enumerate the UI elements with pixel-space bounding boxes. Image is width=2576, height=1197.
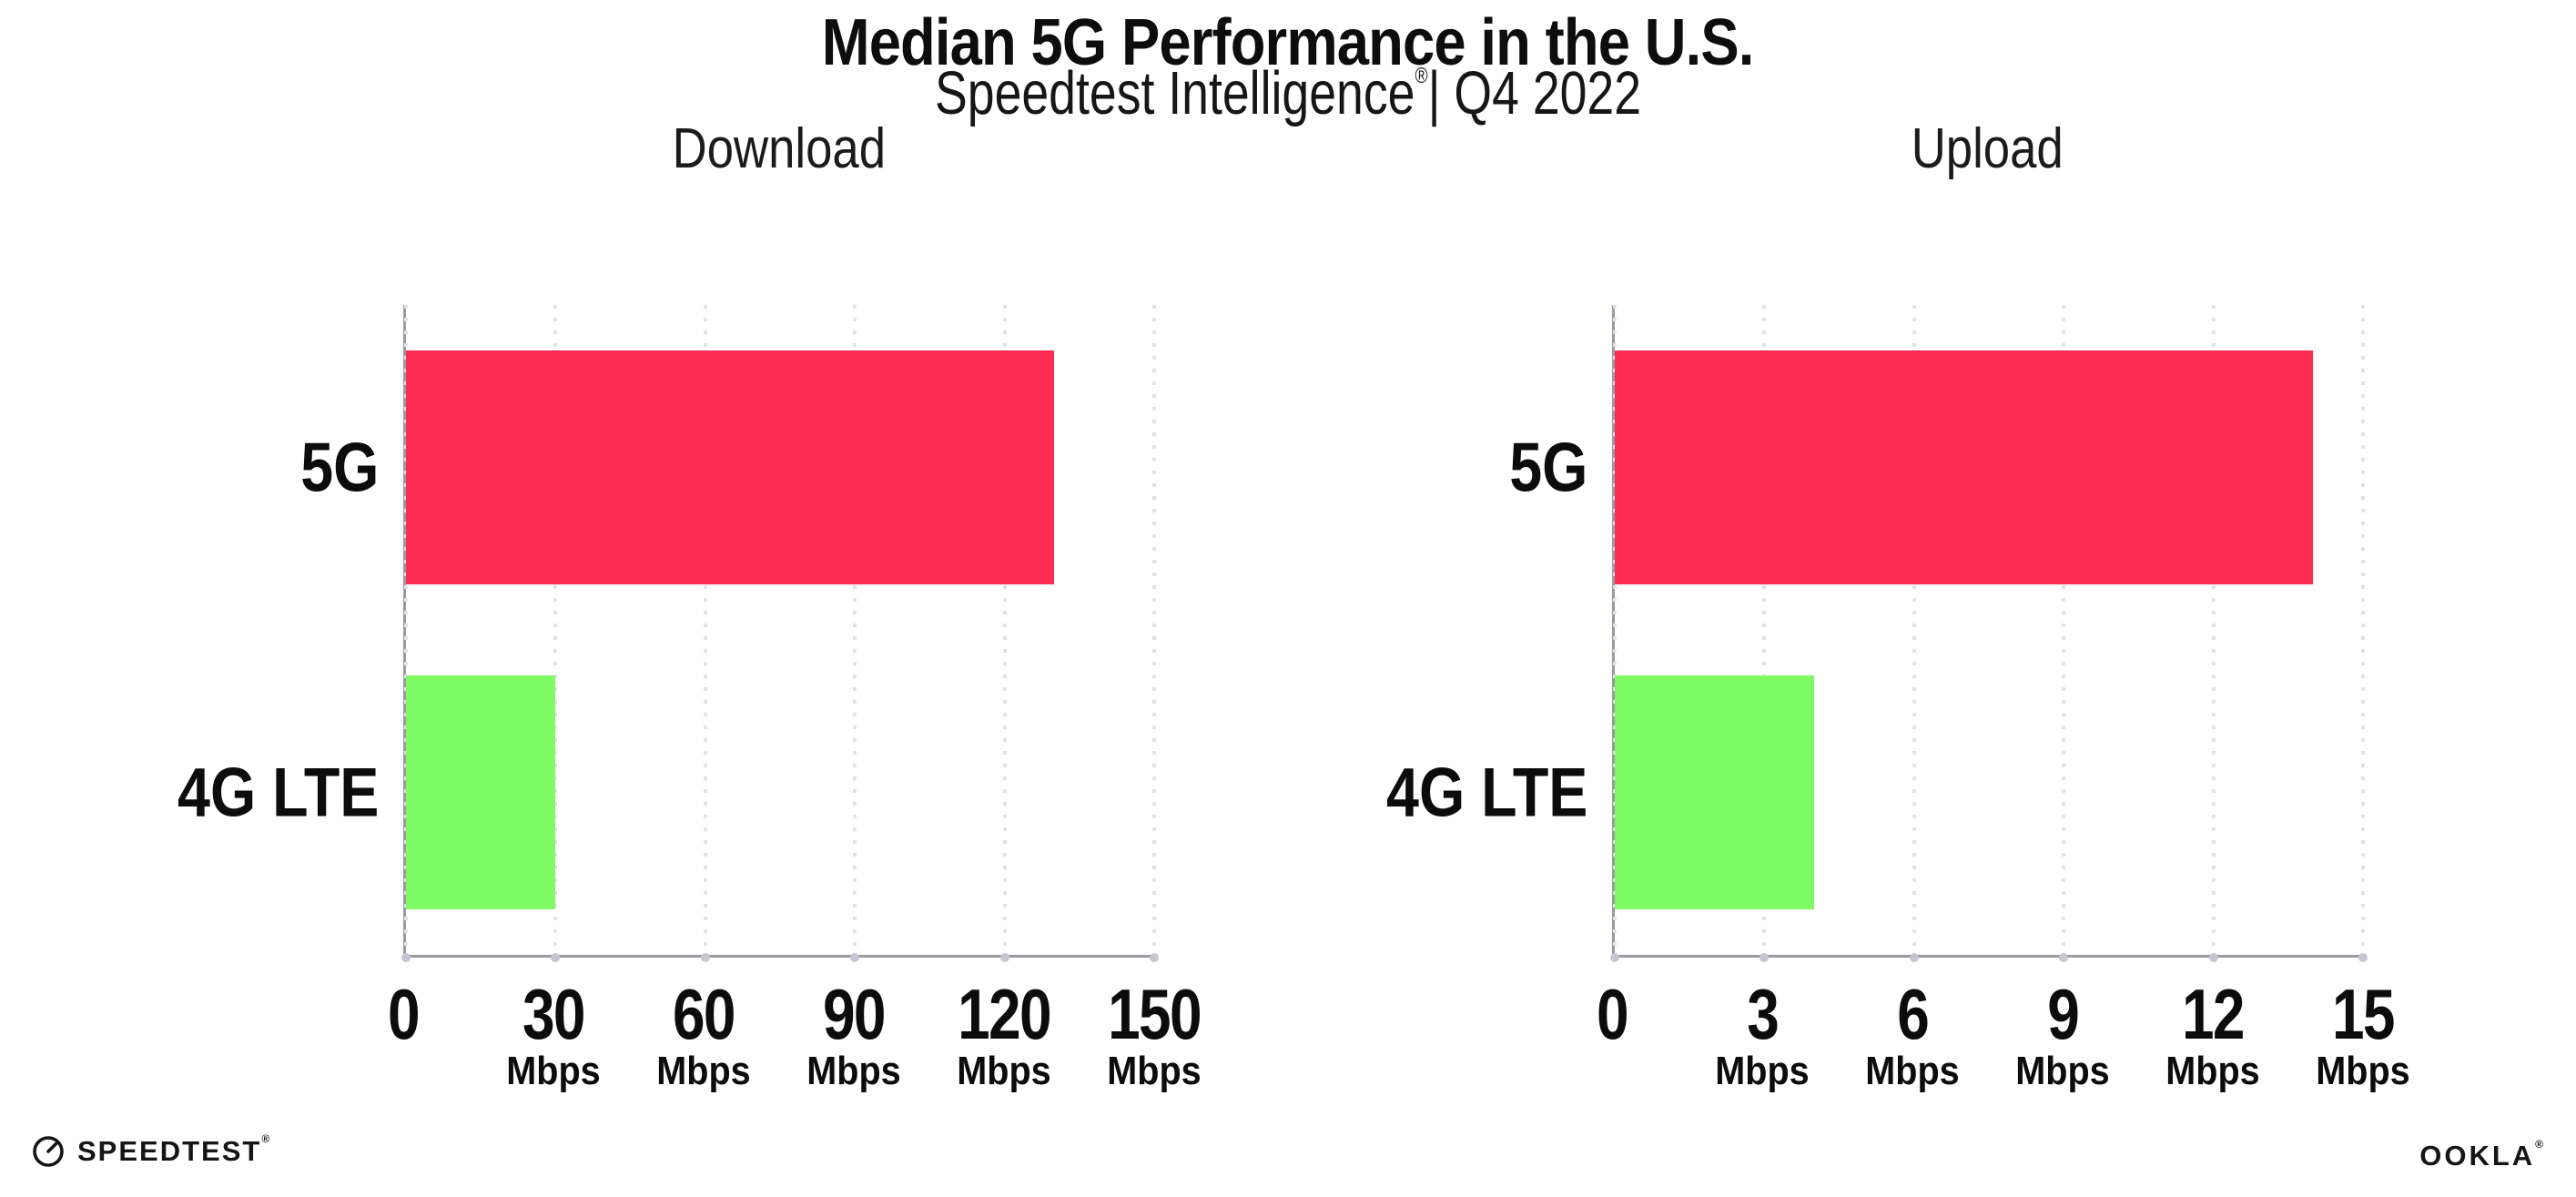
bar-5g xyxy=(406,350,1055,584)
axis-tick-dot xyxy=(1610,953,1619,962)
x-tick: 3 Mbps xyxy=(1710,974,1815,1093)
x-axis-ticks: 0 30 Mbps 60 Mbps 90 Mbps 120 Mbps 150 Mbps xyxy=(388,974,1202,1109)
x-tick: 150 Mbps xyxy=(1098,974,1211,1093)
gridline xyxy=(553,305,558,955)
x-tick: 12 Mbps xyxy=(2161,974,2266,1093)
x-tick-value: 0 xyxy=(388,974,421,1054)
x-tick-value: 90 xyxy=(823,974,887,1054)
axis-tick-dot xyxy=(1150,953,1159,962)
title-row: Median 5G Performance in the U.S. xyxy=(0,5,2576,80)
category-label: 4G LTE xyxy=(177,754,379,831)
speedtest-wordmark: SPEEDTEST ® xyxy=(77,1132,270,1168)
x-tick-unit: Mbps xyxy=(806,1049,901,1093)
axis-tick-dot xyxy=(1909,953,1919,962)
ookla-mark: ® xyxy=(2535,1138,2543,1151)
x-tick: 90 Mbps xyxy=(802,974,907,1093)
x-tick-value: 0 xyxy=(1597,974,1629,1054)
upload-chart: Upload 5G 4G LTE 0 3 Mbps 6 Mbps 9 Mbps 12 Mbps 15… xyxy=(1386,0,2410,1197)
x-axis-ticks: 0 3 Mbps 6 Mbps 9 Mbps 12 Mbps 15 Mbps xyxy=(1597,974,2410,1109)
gridline xyxy=(2062,305,2066,955)
x-tick-value: 30 xyxy=(522,974,586,1054)
axis-tick-dot xyxy=(2358,953,2368,962)
axis-tick-dot xyxy=(700,953,710,962)
x-tick: 120 Mbps xyxy=(948,974,1060,1093)
gridline xyxy=(1912,305,1916,955)
x-tick-value: 12 xyxy=(2182,974,2246,1054)
x-tick-value: 60 xyxy=(673,974,736,1054)
x-tick-unit: Mbps xyxy=(2165,1049,2260,1093)
download-chart: Download 5G 4G LTE 0 30 Mbps 60 Mbps 90 Mbps 120… xyxy=(177,0,1202,1197)
x-tick-unit: Mbps xyxy=(1865,1049,1960,1093)
x-tick: 0 xyxy=(1593,974,1630,1054)
x-tick: 9 Mbps xyxy=(2011,974,2115,1093)
x-tick-value: 150 xyxy=(1108,974,1202,1054)
x-tick-unit: Mbps xyxy=(1107,1049,1202,1093)
speedtest-logo: SPEEDTEST ® xyxy=(30,1132,270,1170)
axis-tick-dot xyxy=(401,953,411,962)
gridline xyxy=(1002,305,1007,955)
x-tick-value: 120 xyxy=(958,974,1051,1054)
gridline xyxy=(1152,305,1156,955)
gridline xyxy=(703,305,707,955)
category-label: 4G LTE xyxy=(1385,754,1587,831)
ookla-logo: OOKLA ® xyxy=(2419,1138,2543,1172)
chart-title: Download xyxy=(672,117,886,180)
x-tick-unit: Mbps xyxy=(1715,1049,1810,1093)
x-tick-unit: Mbps xyxy=(656,1049,751,1093)
x-tick-value: 15 xyxy=(2332,974,2396,1054)
bar-5g xyxy=(1615,350,2314,584)
x-tick-value: 6 xyxy=(1897,974,1930,1054)
subtitle-row: Speedtest Intelligence ® | Q4 2022 xyxy=(0,58,2576,128)
category-label: 5G xyxy=(1508,429,1587,506)
x-tick: 30 Mbps xyxy=(502,974,606,1093)
x-tick-unit: Mbps xyxy=(2015,1049,2110,1093)
gridline xyxy=(853,305,857,955)
x-tick: 6 Mbps xyxy=(1861,974,1965,1093)
x-tick-value: 3 xyxy=(1747,974,1780,1054)
gridline xyxy=(1613,305,1617,955)
axis-tick-dot xyxy=(2208,953,2218,962)
gridline xyxy=(1762,305,1767,955)
bar-4g-lte xyxy=(406,675,556,909)
chart-title: Upload xyxy=(1911,117,2064,180)
gridline xyxy=(404,305,408,955)
axis-tick-dot xyxy=(999,953,1009,962)
speedtest-label: SPEEDTEST xyxy=(77,1135,262,1167)
gridline xyxy=(2211,305,2216,955)
plot-area: 5G 4G LTE xyxy=(1386,305,2368,962)
axis-tick-dot xyxy=(551,953,561,962)
registered-mark: ® xyxy=(1415,64,1428,88)
gridline xyxy=(2361,305,2365,955)
chart-title-row: Upload xyxy=(1612,117,2363,181)
x-tick: 60 Mbps xyxy=(652,974,756,1093)
ookla-label: OOKLA xyxy=(2419,1140,2536,1172)
x-tick-value: 9 xyxy=(2047,974,2080,1054)
page-title: Median 5G Performance in the U.S. xyxy=(822,6,1755,79)
subtitle-period: | Q4 2022 xyxy=(1427,59,1642,127)
axis-tick-dot xyxy=(850,953,860,962)
axis-tick-dot xyxy=(2059,953,2069,962)
plot-area: 5G 4G LTE xyxy=(177,305,1159,962)
subtitle-brand: Speedtest Intelligence xyxy=(934,59,1415,127)
x-tick-unit: Mbps xyxy=(2316,1049,2410,1093)
axis-tick-dot xyxy=(1760,953,1770,962)
x-tick: 15 Mbps xyxy=(2311,974,2416,1093)
x-tick: 0 xyxy=(384,974,421,1054)
x-tick-unit: Mbps xyxy=(957,1049,1051,1093)
bar-4g-lte xyxy=(1615,675,1815,909)
page-subtitle: Speedtest Intelligence ® | Q4 2022 xyxy=(935,58,1641,128)
x-tick-unit: Mbps xyxy=(506,1049,601,1093)
speedtest-mark: ® xyxy=(261,1132,270,1145)
gauge-icon xyxy=(33,1136,64,1167)
category-label: 5G xyxy=(299,429,379,506)
chart-title-row: Download xyxy=(403,117,1154,181)
